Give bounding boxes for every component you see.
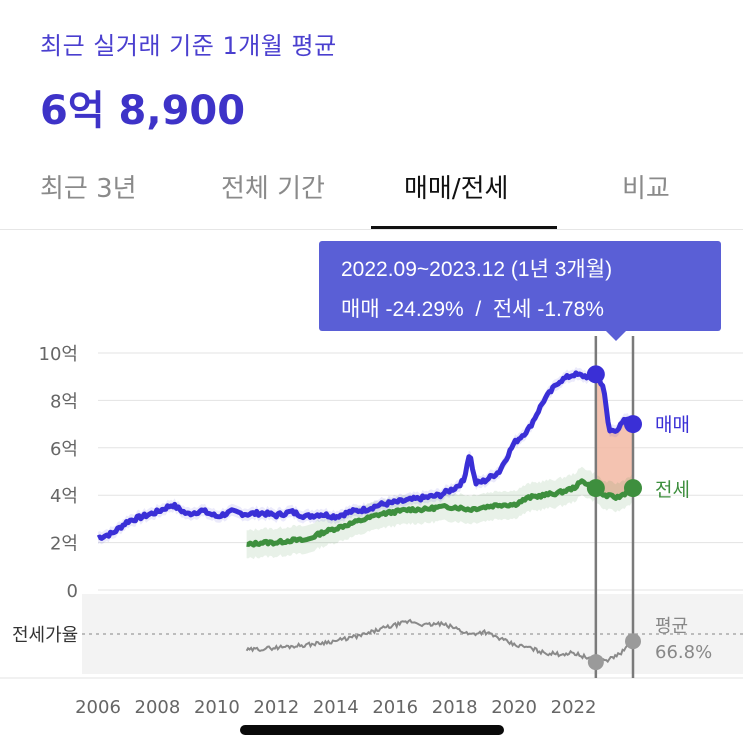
tab-sale-jeonse[interactable]: 매매/전세: [404, 174, 509, 204]
range-points: [586, 365, 642, 671]
x-tick-label: 2016: [372, 697, 418, 718]
ratio-average-value: 66.8%: [655, 642, 712, 663]
header-subtitle: 최근 실거래 기준 1개월 평균: [40, 32, 337, 60]
x-tick-label: 2010: [194, 697, 240, 718]
jeonse-range-band: [246, 466, 632, 560]
price-chart[interactable]: 10억 8억 6억 4억 2억 0 2006 2008 2010 2012 2014 2016 201…: [0, 231, 743, 721]
jeonse-end-point[interactable]: [624, 479, 642, 498]
active-tab-indicator: [371, 226, 557, 230]
home-indicator: [240, 725, 504, 735]
x-tick-label: 2014: [313, 697, 359, 718]
tooltip-period: 2022.09~2023.12 (1년 3개월): [341, 258, 612, 281]
tooltip: 2022.09~2023.12 (1년 3개월) 매매 -24.29% / 전세…: [319, 241, 721, 341]
x-tick-label: 2012: [253, 697, 299, 718]
tooltip-change: 매매 -24.29% / 전세 -1.78%: [341, 298, 604, 321]
x-tick-label: 2018: [432, 697, 478, 718]
tab-compare[interactable]: 비교: [622, 174, 670, 204]
tooltip-box: [319, 241, 721, 331]
average-price-value: 6억 8,900: [40, 88, 246, 134]
y-tick-label: 4억: [50, 486, 78, 507]
tab-bar: 최근 3년 전체 기간 매매/전세 비교: [0, 160, 743, 230]
tab-full-period[interactable]: 전체 기간: [221, 174, 325, 204]
y-axis-ticks: 10억 8억 6억 4억 2억 0: [39, 344, 78, 602]
tooltip-pointer: [606, 331, 626, 341]
y-tick-label: 6억: [50, 439, 78, 460]
ratio-axis-label: 전세가율: [12, 625, 78, 646]
ratio-line: [245, 618, 634, 665]
tab-recent-3-years[interactable]: 최근 3년: [40, 174, 137, 204]
y-tick-label: 2억: [50, 534, 78, 555]
sale-start-point[interactable]: [586, 365, 605, 384]
ratio-start-point[interactable]: [587, 654, 604, 671]
tabs-divider: [0, 229, 743, 230]
x-tick-label: 2022: [551, 697, 597, 718]
y-tick-label: 0: [67, 581, 78, 602]
x-axis-ticks: 2006 2008 2010 2012 2014 2016 2018 2020 2022: [75, 697, 596, 718]
ratio-average-label: 평균: [655, 616, 688, 637]
legend-label-sale: 매매: [655, 414, 690, 436]
legend-label-jeonse: 전세: [655, 479, 690, 501]
x-tick-label: 2006: [75, 697, 121, 718]
y-tick-label: 8억: [50, 391, 78, 412]
x-tick-label: 2008: [135, 697, 181, 718]
jeonse-start-point[interactable]: [586, 479, 605, 498]
sale-end-point[interactable]: [624, 415, 642, 434]
y-tick-label: 10억: [39, 344, 78, 365]
jeonse-series-line: [245, 478, 635, 548]
x-tick-label: 2020: [491, 697, 537, 718]
sale-series-line: [96, 370, 635, 541]
ratio-end-point[interactable]: [625, 633, 641, 650]
